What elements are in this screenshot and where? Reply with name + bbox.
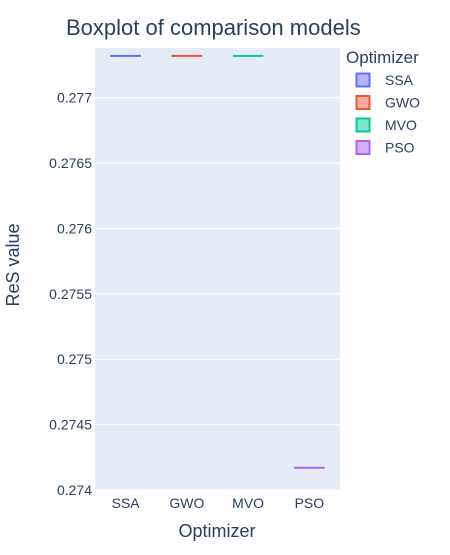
chart-title: Boxplot of comparison models xyxy=(66,15,361,40)
x-tick-label: MVO xyxy=(232,495,264,511)
legend-swatch-mvo xyxy=(355,117,371,133)
y-tick-label: 0.2745 xyxy=(49,417,92,433)
legend: Optimizer SSA GWO MVO PSO xyxy=(346,48,420,156)
x-tick-label: SSA xyxy=(112,495,141,511)
legend-label-pso: PSO xyxy=(385,140,415,156)
legend-label-gwo: GWO xyxy=(385,95,420,111)
y-tick-label: 0.2755 xyxy=(49,286,92,302)
y-axis-title: ReS value xyxy=(3,223,23,306)
x-tick-label: GWO xyxy=(169,495,204,511)
legend-title: Optimizer xyxy=(346,48,419,67)
y-tick-label: 0.276 xyxy=(57,220,92,236)
x-tick-label: PSO xyxy=(295,495,325,511)
gridlines xyxy=(95,97,340,491)
box-marks xyxy=(110,54,325,469)
legend-label-ssa: SSA xyxy=(385,72,414,88)
legend-swatch-pso xyxy=(355,140,371,155)
x-axis-title: Optimizer xyxy=(178,521,255,541)
legend-label-mvo: MVO xyxy=(385,117,417,133)
y-tick-label: 0.274 xyxy=(57,482,92,498)
plot-background xyxy=(95,48,340,490)
x-tick-labels: SSA GWO MVO PSO xyxy=(112,495,325,511)
legend-swatch-gwo xyxy=(355,95,371,110)
legend-swatch-ssa xyxy=(355,72,371,88)
y-tick-label: 0.2765 xyxy=(49,155,92,171)
y-tick-labels: 0.274 0.2745 0.275 0.2755 0.276 0.2765 0.277 xyxy=(49,90,92,498)
y-tick-label: 0.275 xyxy=(57,351,92,367)
y-tick-label: 0.277 xyxy=(57,90,92,106)
